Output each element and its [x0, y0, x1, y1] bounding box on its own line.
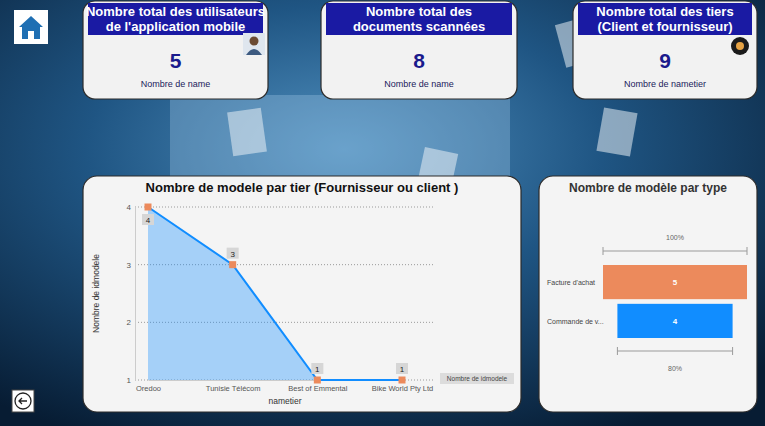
- card-label: Nombre de name: [384, 79, 454, 89]
- x-tick-label: Bike World Pty Ltd: [372, 384, 434, 393]
- data-label-background: [142, 214, 154, 225]
- background-paper: [227, 108, 267, 156]
- data-label: 1: [311, 363, 323, 374]
- card-title-band: [326, 3, 512, 35]
- conversion-label: 80%: [668, 365, 682, 372]
- data-label-text: 4: [146, 216, 151, 225]
- card-icon: [731, 37, 749, 55]
- chart-background: [539, 176, 757, 412]
- x-tick: Tunisie Télécom: [206, 380, 261, 393]
- funnel-chart: Nombre de modèle par type 5 Facture d'acha…: [539, 176, 757, 412]
- card-background: [573, 1, 757, 99]
- data-label-background: [396, 363, 408, 374]
- data-label: 4: [142, 214, 154, 225]
- data-label-text: 1: [400, 365, 405, 374]
- category-label: Commande de v...: [547, 318, 604, 325]
- y-tick-label: 4: [127, 203, 132, 212]
- area-chart: Nombre de modele par tier (Fournisseur o…: [83, 176, 521, 412]
- funnel-bar: [617, 304, 732, 338]
- kpi-card: Nombre total des utilisateursde l'applic…: [83, 1, 268, 99]
- y-tick-label: 1: [127, 376, 132, 385]
- card-value: 8: [413, 49, 425, 72]
- background-screen: [170, 95, 510, 185]
- y-tick: 2: [127, 318, 135, 327]
- data-label-text: 1: [315, 365, 320, 374]
- kpi-card: Nombre total des tiers(Client et fournis…: [573, 1, 757, 99]
- card-title: de l'application mobile: [106, 19, 246, 34]
- y-tick: 3: [127, 261, 135, 270]
- back-button[interactable]: [12, 390, 34, 412]
- card-icon: [243, 33, 265, 55]
- card-title: (Client et fournisseur): [597, 19, 732, 34]
- data-label-text: 3: [230, 250, 235, 259]
- data-label-background: [227, 248, 239, 259]
- conversion-label: 100%: [666, 234, 684, 241]
- kpi-card: Nombre total desdocuments scannées 8 Nombr…: [321, 1, 517, 99]
- card-title: Nombre total des utilisateurs: [86, 4, 265, 19]
- card-title: Nombre total des tiers: [596, 4, 733, 19]
- data-label: 5: [673, 278, 678, 287]
- home-button[interactable]: [14, 10, 48, 44]
- conversion-bracket: [617, 347, 732, 355]
- back-icon: [19, 398, 27, 404]
- card-value: 5: [170, 49, 182, 72]
- y-tick: 1: [127, 376, 135, 385]
- legend-background: [440, 373, 514, 384]
- card-title: documents scannées: [353, 19, 485, 34]
- background-paper: [596, 107, 637, 156]
- grid-line: [135, 207, 435, 208]
- chart-title: Nombre de modele par tier (Fournisseur o…: [146, 180, 459, 195]
- legend: Nombre de idmodele: [440, 373, 514, 384]
- marker: [399, 377, 406, 384]
- chart-title: Nombre de modèle par type: [569, 181, 727, 195]
- chart-background: [83, 176, 521, 412]
- y-tick-label: 3: [127, 261, 132, 270]
- card-label: Nombre de name: [141, 79, 211, 89]
- y-axis-line: [135, 208, 136, 381]
- card-value: 9: [659, 49, 671, 72]
- data-label: 4: [673, 317, 678, 326]
- data-label: 3: [227, 248, 239, 259]
- card-title-band: [578, 3, 752, 35]
- y-tick: 4: [127, 203, 135, 212]
- conversion-bracket: [603, 247, 747, 255]
- line: [148, 207, 402, 380]
- x-axis-title: nametier: [268, 396, 301, 406]
- marker: [314, 377, 321, 384]
- card-background: [321, 1, 517, 99]
- y-tick-label: 2: [127, 318, 132, 327]
- funnel-bar: [603, 265, 747, 299]
- category-label: Facture d'achat: [547, 279, 595, 286]
- y-axis: 1 2 3 4: [127, 203, 136, 385]
- y-axis-title: Nombre de idmodele: [91, 254, 101, 333]
- x-tick-label: Oredoo: [136, 384, 161, 393]
- marker: [229, 261, 236, 268]
- card-title: Nombre total des: [366, 4, 472, 19]
- marker: [145, 204, 152, 211]
- plot-area: [145, 204, 406, 384]
- legend-label: Nombre de idmodele: [447, 375, 508, 382]
- x-tick-label: Tunisie Télécom: [206, 384, 261, 393]
- background: [0, 0, 765, 426]
- area: [148, 207, 402, 380]
- data-label: 1: [396, 363, 408, 374]
- back-icon: [15, 393, 31, 409]
- home-icon: [19, 16, 43, 39]
- x-axis: Oredoo Tunisie Télécom Best of Emmental Bik…: [136, 380, 433, 393]
- x-tick: Oredoo: [136, 380, 161, 393]
- card-label: Nombre de nametier: [624, 79, 706, 89]
- card-background: [83, 1, 268, 99]
- x-tick-label: Best of Emmental: [288, 384, 348, 393]
- data-label-background: [311, 363, 323, 374]
- dashboard: Nombre total des utilisateursde l'applic…: [0, 0, 765, 426]
